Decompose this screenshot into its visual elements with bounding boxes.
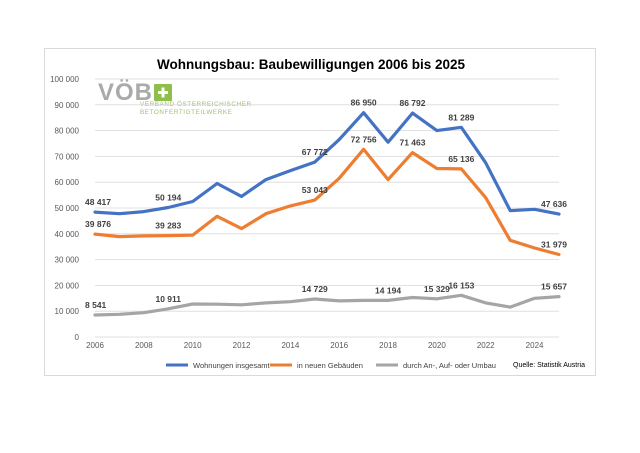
source-note: Quelle: Statistik Austria [513,362,585,369]
x-tick-label: 2024 [526,341,544,350]
data-label: 53 043 [302,185,328,195]
legend-label: Wohnungen insgesamt [193,361,270,370]
logo-plus-icon [158,87,168,98]
y-tick-label: 80 000 [55,127,80,136]
data-label: 16 153 [448,280,474,290]
y-tick-label: 60 000 [55,178,80,187]
data-label: 15 657 [541,282,567,292]
data-label: 14 729 [302,284,328,294]
y-tick-label: 30 000 [55,256,80,265]
y-tick-label: 20 000 [55,281,80,290]
y-axis-ticks: 0 10 000 20 000 30 000 40 000 50 000 60 000 70 … [50,75,79,342]
x-tick-label: 2012 [233,341,251,350]
series-lines [93,111,561,317]
voeb-logo: VÖB VERBAND ÖSTERREICHISCHER BETONFERTIG… [98,79,252,116]
y-tick-label: 100 000 [50,75,79,84]
data-label: 39 876 [85,219,111,229]
series-line-0 [93,111,561,216]
y-tick-label: 70 000 [55,152,80,161]
data-label: 39 283 [155,221,181,231]
x-tick-label: 2006 [86,341,104,350]
data-label: 47 636 [541,199,567,209]
data-label: 8 541 [85,300,107,310]
data-label: 86 792 [399,98,425,108]
grid-lines [95,78,559,338]
data-label: 31 979 [541,239,567,249]
legend: Wohnungen insgesamt in neuen Gebäuden durc… [166,361,496,370]
y-tick-label: 90 000 [55,101,80,110]
data-label: 14 194 [375,285,401,295]
chart-title: Wohnungsbau: Baubewilligungen 2006 bis 2… [157,57,466,72]
x-tick-label: 2008 [135,341,153,350]
data-label: 81 289 [448,112,474,122]
series-line-1 [93,147,561,257]
data-label: 67 772 [302,147,328,157]
legend-label: durch An-, Auf- oder Umbau [403,361,496,370]
data-label: 48 417 [85,197,111,207]
data-labels: 48 417 50 194 67 772 86 950 86 792 81 289 47 6… [85,98,567,310]
y-tick-label: 10 000 [55,307,80,316]
x-axis-ticks: 2006 2008 2010 2012 2014 2016 2018 2020 2022 2024 [86,341,544,350]
series-line-2 [93,293,561,317]
x-tick-label: 2022 [477,341,495,350]
x-tick-label: 2014 [281,341,299,350]
legend-label: in neuen Gebäuden [297,361,363,370]
x-tick-label: 2010 [184,341,202,350]
x-tick-label: 2020 [428,341,446,350]
logo-subtitle-line1: VERBAND ÖSTERREICHISCHER [140,100,252,108]
logo-wordmark: VÖB [98,79,153,106]
data-label: 86 950 [351,98,377,108]
data-label: 71 463 [399,138,425,148]
logo-subtitle-line2: BETONFERTIGTEILWERKE [140,109,232,116]
data-label: 72 756 [351,134,377,144]
y-tick-label: 40 000 [55,230,80,239]
y-tick-label: 50 000 [55,204,80,213]
data-label: 10 911 [155,294,181,304]
x-tick-label: 2016 [330,341,348,350]
data-label: 15 329 [424,284,450,294]
y-tick-label: 0 [75,333,80,342]
data-label: 65 136 [448,154,474,164]
data-label: 50 194 [155,192,181,202]
x-tick-label: 2018 [379,341,397,350]
